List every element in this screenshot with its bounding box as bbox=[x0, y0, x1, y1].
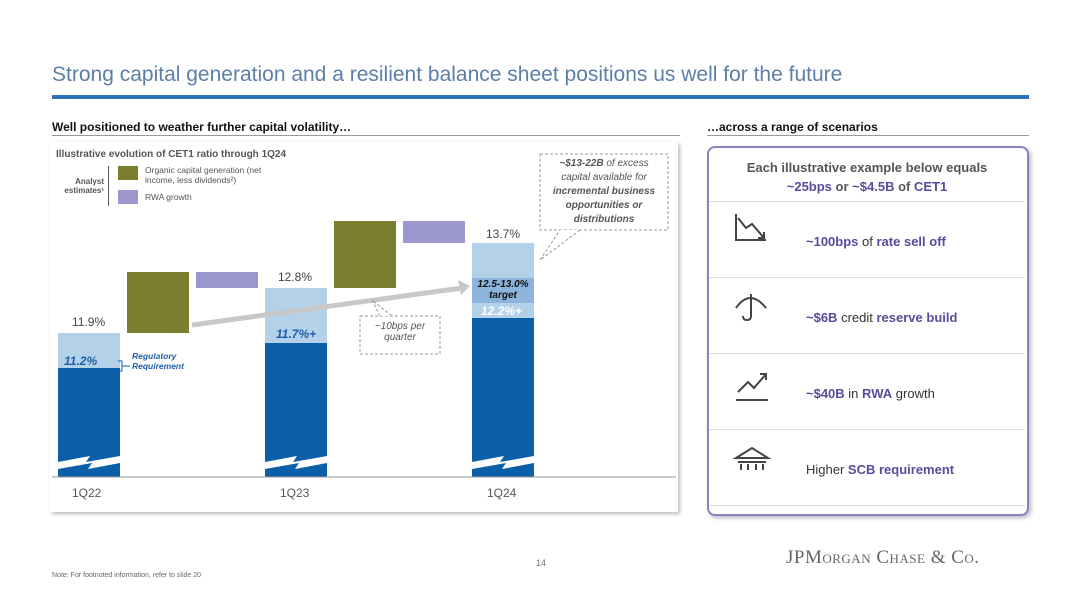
bar-label: 11.2% bbox=[64, 354, 98, 368]
separator bbox=[709, 353, 1025, 354]
legend-swatch bbox=[118, 166, 138, 180]
scenario-icons bbox=[732, 214, 772, 470]
text: ~$4.5B bbox=[852, 179, 895, 194]
brand: JPMorgan Chase & Co. bbox=[786, 547, 980, 568]
icon-umbrella bbox=[735, 294, 767, 322]
footnote: Note: For footnoted information, refer t… bbox=[52, 572, 202, 579]
scenario: Higher SCB requirement bbox=[806, 462, 954, 477]
callout: ~$13-22B of excess capital available for… bbox=[545, 157, 663, 227]
bracket bbox=[108, 166, 112, 206]
text: RWA bbox=[862, 386, 893, 401]
bracket bbox=[118, 360, 130, 372]
text: ~25bps bbox=[786, 179, 832, 194]
bar-label: 12.2%+ bbox=[481, 304, 523, 318]
callout-text: of excess capital available for bbox=[561, 158, 649, 183]
bars bbox=[58, 221, 534, 477]
callout-pointer bbox=[539, 229, 581, 261]
text: or bbox=[835, 179, 849, 194]
text: Each illustrative example below equals bbox=[746, 160, 988, 175]
text: ~100bps bbox=[806, 234, 859, 249]
legend-group: Analyst estimates¹ bbox=[64, 177, 104, 195]
chart-title: Illustrative evolution of CET1 ratio thr… bbox=[56, 149, 287, 160]
box-heading: Each illustrative example below equals ~2… bbox=[712, 158, 1022, 196]
bar-label: 12.8% bbox=[278, 270, 313, 284]
category: 1Q24 bbox=[487, 486, 517, 500]
title-rule bbox=[52, 95, 1029, 99]
rule bbox=[52, 135, 680, 136]
right-heading: …across a range of scenarios bbox=[707, 120, 878, 134]
page-number: 14 bbox=[536, 558, 547, 568]
text: credit bbox=[841, 310, 873, 325]
callout-text: incremental business opportunities or di… bbox=[552, 186, 656, 225]
bar-segment bbox=[472, 318, 534, 477]
bar-segment bbox=[403, 221, 465, 243]
note-pointer bbox=[371, 299, 393, 317]
bar-label: 11.7%+ bbox=[276, 327, 317, 341]
text: in bbox=[848, 386, 859, 401]
pace-note: ~10bps per quarter bbox=[374, 321, 426, 343]
text: growth bbox=[895, 386, 935, 401]
bar-segment bbox=[472, 278, 534, 303]
scenario: ~$40B in RWA growth bbox=[806, 386, 935, 401]
bar-label: 11.2% bbox=[64, 354, 97, 368]
separator bbox=[709, 201, 1025, 202]
left-heading: Well positioned to weather further capit… bbox=[52, 120, 352, 134]
bar-segment bbox=[58, 333, 120, 368]
text: ~$40B bbox=[806, 386, 845, 401]
rule bbox=[707, 135, 1029, 136]
bar-segment bbox=[472, 243, 534, 278]
scenario: ~$6B credit reserve build bbox=[806, 310, 957, 325]
text: of bbox=[898, 179, 911, 194]
bar-label: 13.7% bbox=[486, 227, 521, 241]
separator bbox=[709, 505, 1025, 506]
category: 1Q23 bbox=[280, 486, 310, 500]
regulatory-label: Regulatory Requirement bbox=[132, 351, 184, 371]
bar-segment bbox=[472, 303, 534, 318]
legend-label: Organic capital generation (net income, … bbox=[145, 165, 262, 185]
scenario: ~100bps of rate sell off bbox=[806, 234, 946, 249]
callout-box bbox=[539, 153, 669, 231]
bar-label: 11.9% bbox=[72, 315, 106, 329]
text: ~$6B bbox=[806, 310, 838, 325]
bar-segment bbox=[265, 343, 327, 477]
title: Strong capital generation and a resilien… bbox=[52, 63, 843, 86]
text: Higher bbox=[806, 462, 845, 477]
text: of bbox=[862, 234, 873, 249]
text: CET1 bbox=[914, 179, 948, 194]
chart bbox=[52, 153, 676, 478]
scenario-panel bbox=[707, 146, 1029, 516]
axis-breaks bbox=[58, 456, 534, 469]
category: 1Q22 bbox=[72, 486, 102, 500]
bar-segment bbox=[196, 272, 258, 288]
legend-swatch bbox=[118, 190, 138, 204]
icon-bank bbox=[732, 446, 772, 470]
legend-label: RWA growth bbox=[145, 192, 192, 202]
icon-decline bbox=[735, 214, 766, 241]
target-label: 12.5-13.0% target bbox=[477, 279, 529, 301]
trend-arrow bbox=[191, 285, 463, 328]
note-box bbox=[359, 315, 441, 355]
text: reserve build bbox=[876, 310, 958, 325]
callout-text: ~$13-22B bbox=[559, 158, 604, 169]
separator bbox=[709, 429, 1025, 430]
arrowhead bbox=[458, 280, 470, 295]
bar-segment bbox=[334, 221, 396, 288]
icon-growth bbox=[736, 373, 768, 401]
separator bbox=[709, 277, 1025, 278]
text: SCB requirement bbox=[847, 462, 955, 477]
text: rate sell off bbox=[876, 234, 946, 249]
bar-segment bbox=[127, 272, 189, 333]
